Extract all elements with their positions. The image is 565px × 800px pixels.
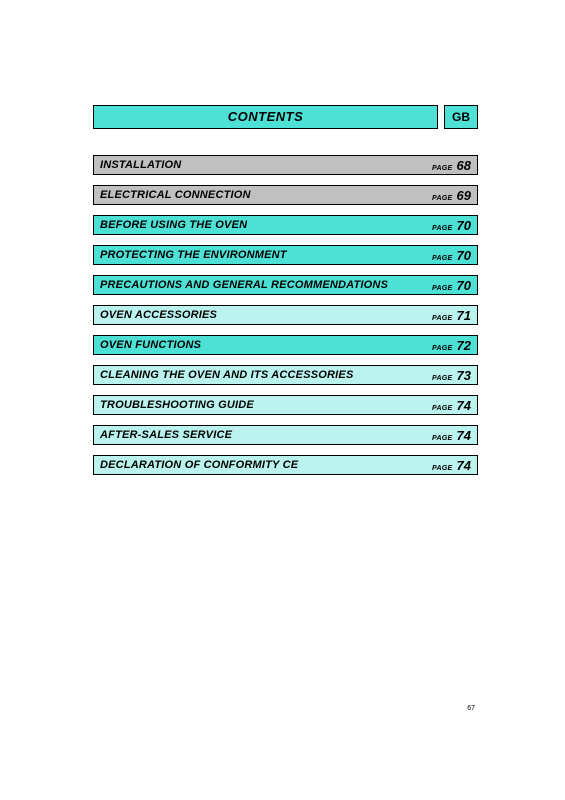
toc-page-ref: PAGE 70 [432,278,471,293]
toc-row: AFTER-SALES SERVICE PAGE 74 [93,425,478,445]
toc-page-number: 74 [457,428,471,443]
toc-list: INSTALLATION PAGE 68 ELECTRICAL CONNECTION P… [93,155,478,485]
toc-title: TROUBLESHOOTING GUIDE [100,399,254,411]
toc-title: ELECTRICAL CONNECTION [100,189,251,201]
toc-page-label: PAGE [432,225,453,232]
toc-page-ref: PAGE 68 [432,158,471,173]
toc-page-number: 70 [457,248,471,263]
language-box: GB [444,105,478,129]
toc-page-ref: PAGE 74 [432,458,471,473]
toc-page-number: 68 [457,158,471,173]
toc-title: OVEN ACCESSORIES [100,309,217,321]
toc-page-label: PAGE [432,435,453,442]
contents-page: CONTENTS GB INSTALLATION PAGE 68 ELECTRICAL… [93,105,478,485]
toc-page-number: 70 [457,278,471,293]
toc-row: TROUBLESHOOTING GUIDE PAGE 74 [93,395,478,415]
toc-page-ref: PAGE 74 [432,428,471,443]
toc-page-label: PAGE [432,195,453,202]
contents-heading: CONTENTS [228,109,304,124]
toc-title: CLEANING THE OVEN AND ITS ACCESSORIES [100,369,354,381]
toc-page-label: PAGE [432,165,453,172]
toc-title: PRECAUTIONS AND GENERAL RECOMMENDATIONS [100,279,388,291]
toc-title: DECLARATION OF CONFORMITY CE [100,459,298,471]
toc-title: INSTALLATION [100,159,181,171]
toc-row: BEFORE USING THE OVEN PAGE 70 [93,215,478,235]
language-label: GB [452,110,470,124]
header-row: CONTENTS GB [93,105,478,129]
toc-page-label: PAGE [432,255,453,262]
toc-row: CLEANING THE OVEN AND ITS ACCESSORIES PAG… [93,365,478,385]
toc-page-number: 73 [457,368,471,383]
toc-row: INSTALLATION PAGE 68 [93,155,478,175]
toc-page-label: PAGE [432,375,453,382]
footer-page-number: 67 [467,705,475,712]
toc-page-label: PAGE [432,315,453,322]
toc-page-number: 72 [457,338,471,353]
toc-page-number: 70 [457,218,471,233]
toc-page-ref: PAGE 73 [432,368,471,383]
toc-page-ref: PAGE 70 [432,218,471,233]
toc-page-ref: PAGE 69 [432,188,471,203]
toc-row: DECLARATION OF CONFORMITY CE PAGE 74 [93,455,478,475]
toc-page-label: PAGE [432,285,453,292]
toc-page-label: PAGE [432,465,453,472]
toc-row: PROTECTING THE ENVIRONMENT PAGE 70 [93,245,478,265]
toc-page-ref: PAGE 70 [432,248,471,263]
toc-page-label: PAGE [432,405,453,412]
toc-page-number: 74 [457,458,471,473]
contents-heading-box: CONTENTS [93,105,438,129]
toc-title: BEFORE USING THE OVEN [100,219,247,231]
toc-page-ref: PAGE 71 [432,308,471,323]
toc-title: OVEN FUNCTIONS [100,339,201,351]
toc-page-number: 69 [457,188,471,203]
toc-page-ref: PAGE 74 [432,398,471,413]
toc-row: OVEN ACCESSORIES PAGE 71 [93,305,478,325]
toc-page-number: 71 [457,308,471,323]
toc-row: OVEN FUNCTIONS PAGE 72 [93,335,478,355]
toc-page-label: PAGE [432,345,453,352]
toc-page-number: 74 [457,398,471,413]
toc-row: ELECTRICAL CONNECTION PAGE 69 [93,185,478,205]
toc-title: AFTER-SALES SERVICE [100,429,232,441]
toc-row: PRECAUTIONS AND GENERAL RECOMMENDATIONS P… [93,275,478,295]
toc-title: PROTECTING THE ENVIRONMENT [100,249,287,261]
toc-page-ref: PAGE 72 [432,338,471,353]
